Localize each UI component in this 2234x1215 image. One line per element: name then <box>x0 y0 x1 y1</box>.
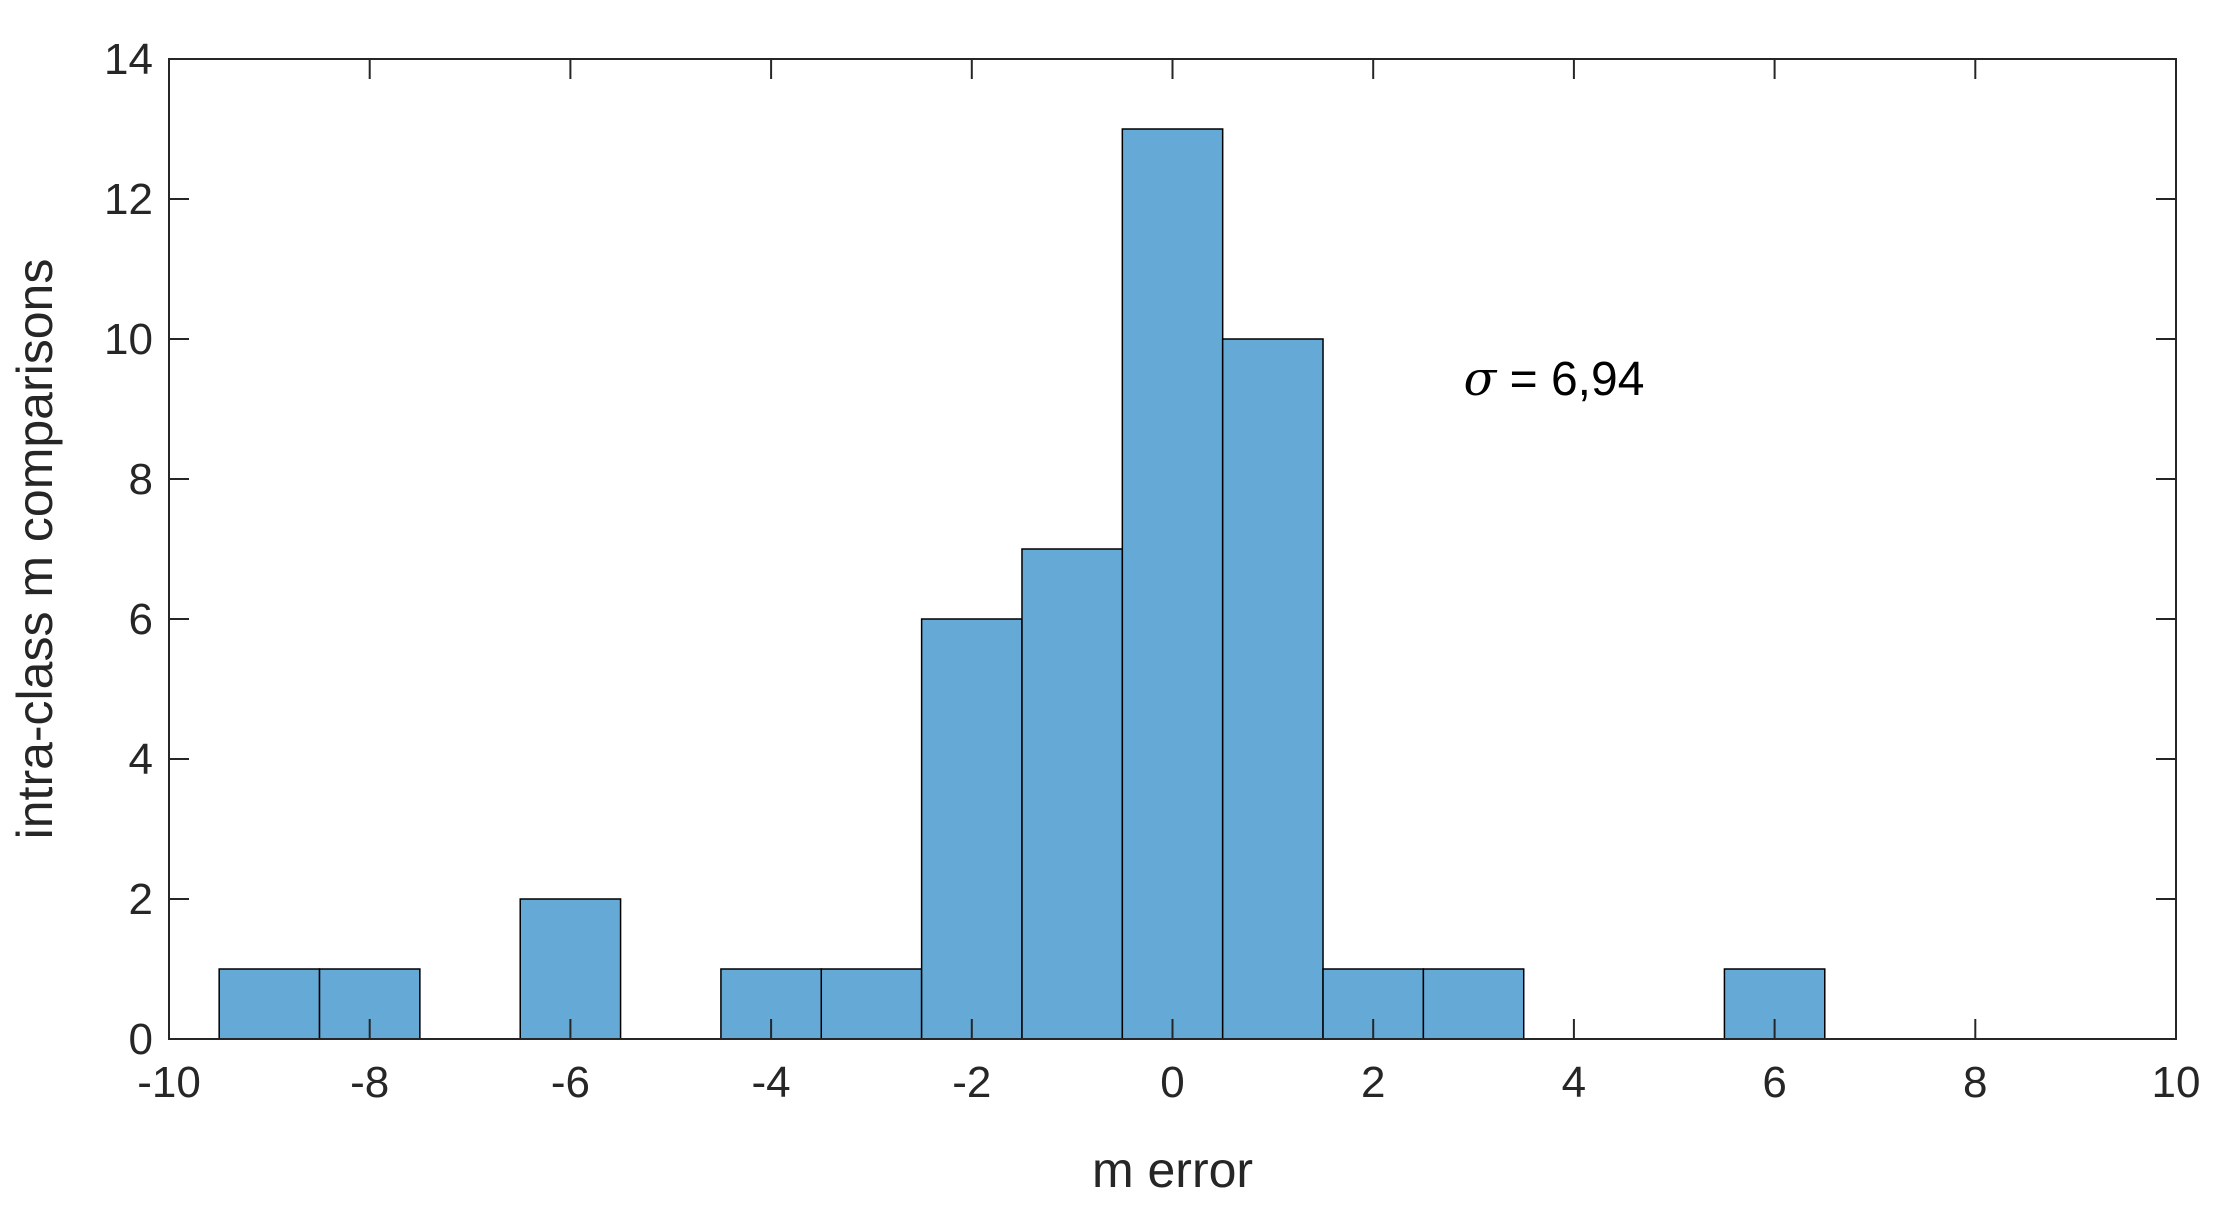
x-tick-label: -8 <box>350 1058 389 1107</box>
histogram-bar <box>1221 338 1324 1040</box>
y-tick-label: 6 <box>129 595 153 644</box>
x-tick-label: -4 <box>752 1058 791 1107</box>
x-tick-label: -6 <box>551 1058 590 1107</box>
bars-layer <box>218 128 1826 1040</box>
y-tick-label: 4 <box>129 735 153 784</box>
labels-layer: -10 -8 -6 -4 -2 0 2 4 6 8 10 0 2 4 6 8 10 12 14 <box>104 35 2200 1107</box>
sigma-value: = 6,94 <box>1496 353 1644 406</box>
histogram-bar <box>820 968 923 1040</box>
histogram-bar <box>920 618 1023 1040</box>
histogram-bar <box>1422 968 1525 1040</box>
y-tick-label: 0 <box>129 1015 153 1064</box>
x-tick-label: 4 <box>1562 1058 1586 1107</box>
y-tick-label: 10 <box>104 315 153 364</box>
x-tick-label: -10 <box>137 1058 201 1107</box>
x-tick-label: 2 <box>1361 1058 1385 1107</box>
y-tick-label: 2 <box>129 875 153 924</box>
x-tick-label: -2 <box>952 1058 991 1107</box>
histogram-bar <box>218 968 321 1040</box>
y-tick-label: 12 <box>104 175 153 224</box>
y-tick-label: 14 <box>104 35 153 84</box>
x-tick-label: 6 <box>1762 1058 1786 1107</box>
histogram-bar <box>1322 968 1425 1040</box>
x-tick-label: 8 <box>1963 1058 1987 1107</box>
sigma-symbol: σ <box>1464 351 1498 407</box>
x-tick-label: 10 <box>2152 1058 2201 1107</box>
histogram-bar <box>1021 548 1124 1040</box>
sigma-annotation: σ = 6,94 <box>1464 351 1645 407</box>
x-tick-label: 0 <box>1160 1058 1184 1107</box>
axes-layer <box>168 58 2177 1040</box>
y-tick-label: 8 <box>129 455 153 504</box>
y-axis-title: intra-class m comparisons <box>7 259 63 840</box>
histogram-bar <box>519 898 622 1040</box>
x-axis-title: m error <box>1092 1142 1253 1198</box>
histogram-bar <box>1121 128 1224 1040</box>
